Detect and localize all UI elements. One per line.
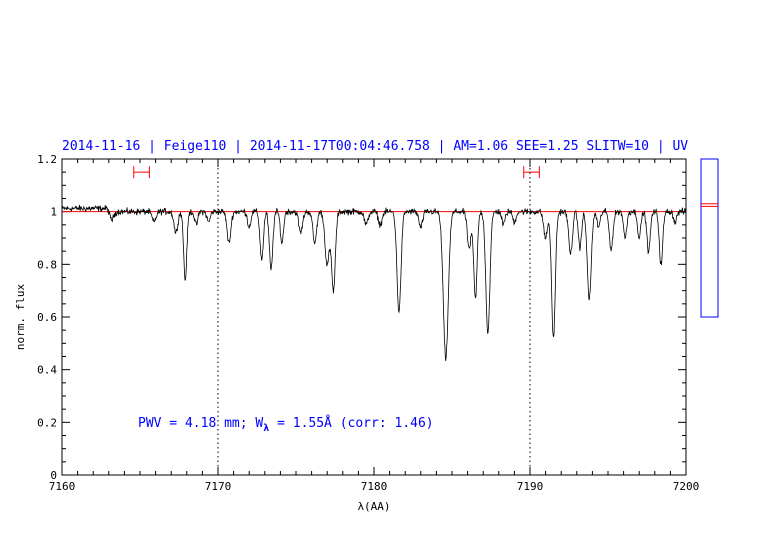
y-tick-label: 1	[50, 206, 57, 219]
spectrum-series-line	[61, 204, 687, 362]
x-axis: 7160 7170 7180 7190 7200	[49, 159, 700, 493]
x-tick-label: 7170	[205, 480, 232, 493]
x-tick-label: 7160	[49, 480, 76, 493]
annotation-prefix: PWV = 4.18 mm; W	[138, 416, 263, 431]
y-tick-label: 0.4	[37, 364, 57, 377]
series-layer	[61, 204, 687, 362]
y-axis: 0 0.2 0.4 0.6 0.8 1 1.2	[37, 153, 686, 482]
side-panel-box	[700, 158, 719, 318]
y-tick-label: 1.2	[37, 153, 57, 166]
y-tick-label: 0.6	[37, 311, 57, 324]
annotation-subscript: λ	[263, 423, 269, 434]
y-tick-label: 0	[50, 469, 57, 482]
annotation-suffix: = 1.55Å (corr: 1.46)	[269, 415, 433, 431]
y-axis-title: norm. flux	[14, 284, 27, 351]
x-axis-title: λ(AA)	[357, 500, 390, 513]
y-tick-label: 0.8	[37, 258, 57, 271]
range-marker	[523, 166, 540, 179]
range-marker	[133, 166, 150, 179]
side-panel	[700, 158, 719, 318]
pwv-annotation: PWV = 4.18 mm; Wλ = 1.55Å (corr: 1.46)	[138, 415, 434, 434]
x-tick-label: 7190	[517, 480, 544, 493]
x-tick-label: 7200	[673, 480, 700, 493]
y-tick-label: 0.2	[37, 416, 57, 429]
x-tick-label: 7180	[361, 480, 388, 493]
chart-title: 2014-11-16 | Feige110 | 2014-11-17T00:04…	[62, 139, 688, 154]
